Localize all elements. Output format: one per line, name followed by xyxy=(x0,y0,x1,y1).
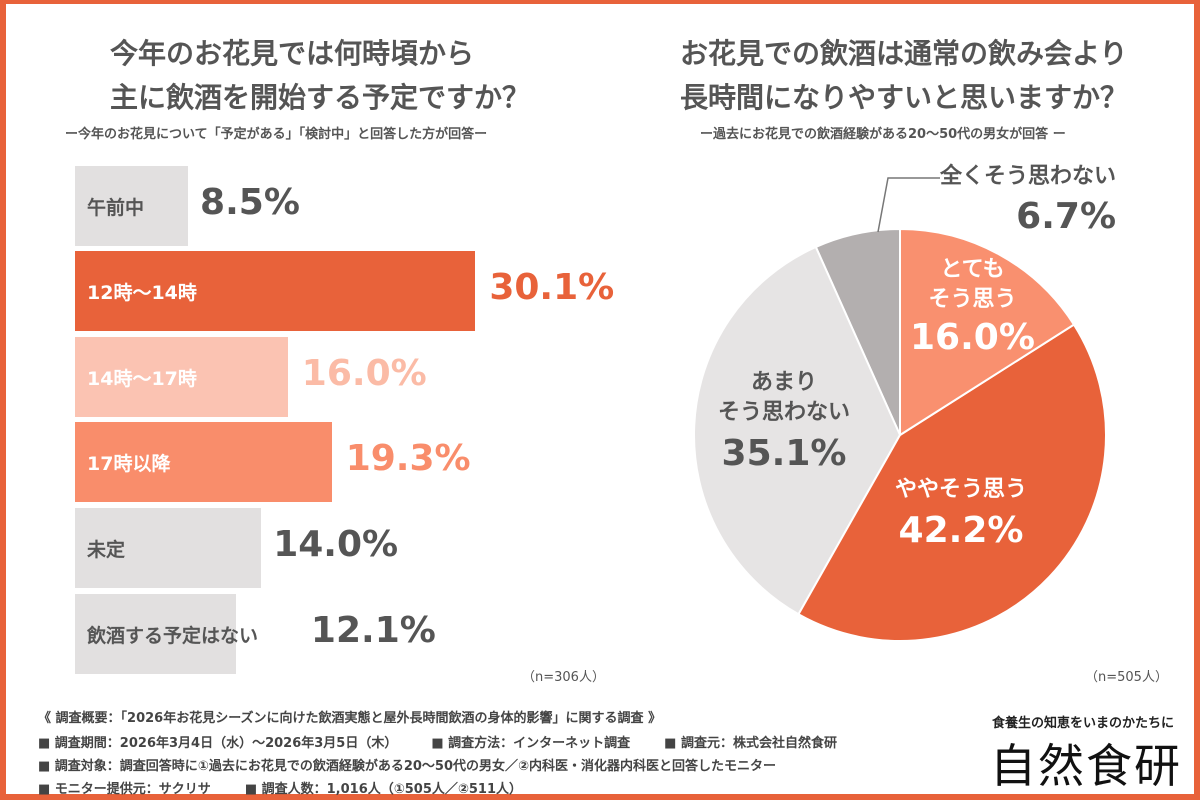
bar-category-label: 12時〜14時 xyxy=(87,281,197,304)
bar-value-label: 16.0% xyxy=(301,353,427,394)
bar-chart-subtitle: ー今年のお花見について「予定がある」「検討中」と回答した方が回答ー xyxy=(65,127,488,142)
bar: 17時以降 xyxy=(75,422,332,502)
pie-label-not-at-all: 全くそう思わない 6.7% xyxy=(940,164,1117,237)
footer-row: ■ 調査期間：2026年3月4日（水）〜2026年3月5日（木） ■ 調査方法：イ… xyxy=(38,732,871,751)
survey-source: ■ 調査元：株式会社自然食研 xyxy=(664,736,837,751)
bar-value-label: 12.1% xyxy=(310,610,436,651)
pie-chart-n: （n=505人） xyxy=(1085,670,1168,685)
pie-label-not-much: あまり そう思わない 35.1% xyxy=(718,370,851,474)
pie-chart-title: お花見での飲酒は通常の飲み会より 長時間になりやすいと思いますか？ xyxy=(680,37,1129,114)
bar: 14時〜17時 xyxy=(75,337,288,417)
survey-provider: ■ モニター提供元：サクリサ xyxy=(38,782,211,797)
survey-count: ■ 調査人数：1,016人（①505人／②511人） xyxy=(244,782,523,797)
bar-category-label: 14時〜17時 xyxy=(87,367,197,390)
footer-overview: 《 調査概要：「2026年お花見シーズンに向けた飲酒実態と屋外長時間飲酒の身体的… xyxy=(38,711,662,726)
bar: 飲酒する予定はない xyxy=(75,594,258,674)
bar: 12時〜14時 xyxy=(75,251,476,331)
brand-logo: 自然食研 xyxy=(990,739,1182,793)
pie-chart-subtitle: ー過去にお花見での飲酒経験がある20〜50代の男女が回答 ー xyxy=(700,127,1066,142)
bar-category-label: 未定 xyxy=(87,538,126,561)
bar-value-label: 30.1% xyxy=(489,267,615,308)
pie-slice xyxy=(797,323,1107,642)
bar-chart-title: 今年のお花見では何時頃から 主に飲酒を開始する予定ですか？ xyxy=(110,37,531,114)
pie-label-somewhat: ややそう思う 42.2% xyxy=(895,477,1028,551)
bar-value-label: 19.3% xyxy=(345,438,471,479)
survey-period: ■ 調査期間：2026年3月4日（水）〜2026年3月5日（木） xyxy=(38,736,398,751)
footer-row: ■ モニター提供元：サクリサ ■ 調査人数：1,016人（①505人／②511人） xyxy=(38,778,556,797)
bar-chart-n: （n=306人） xyxy=(522,670,605,685)
leader-line xyxy=(877,177,940,233)
bar-value-label: 14.0% xyxy=(273,524,399,565)
survey-method: ■ 調査方法：インターネット調査 xyxy=(431,736,631,751)
brand-tagline: 食養生の知恵をいまのかたちに xyxy=(992,716,1175,731)
bar: 午前中 xyxy=(75,166,189,246)
bar-category-label: 17時以降 xyxy=(87,452,171,475)
bar: 未定 xyxy=(75,508,262,588)
bar-category-label: 飲酒する予定はない xyxy=(87,624,259,647)
pie-label-very: とても そう思う 16.0% xyxy=(910,257,1035,358)
bar-value-label: 8.5% xyxy=(200,182,300,223)
pie-slice xyxy=(899,227,1076,437)
pie-slice xyxy=(693,245,902,616)
bar-category-label: 午前中 xyxy=(87,196,145,219)
survey-target: ■ 調査対象：調査回答時に①過去にお花見での飲酒経験がある20〜50代の男女／②… xyxy=(38,759,777,774)
